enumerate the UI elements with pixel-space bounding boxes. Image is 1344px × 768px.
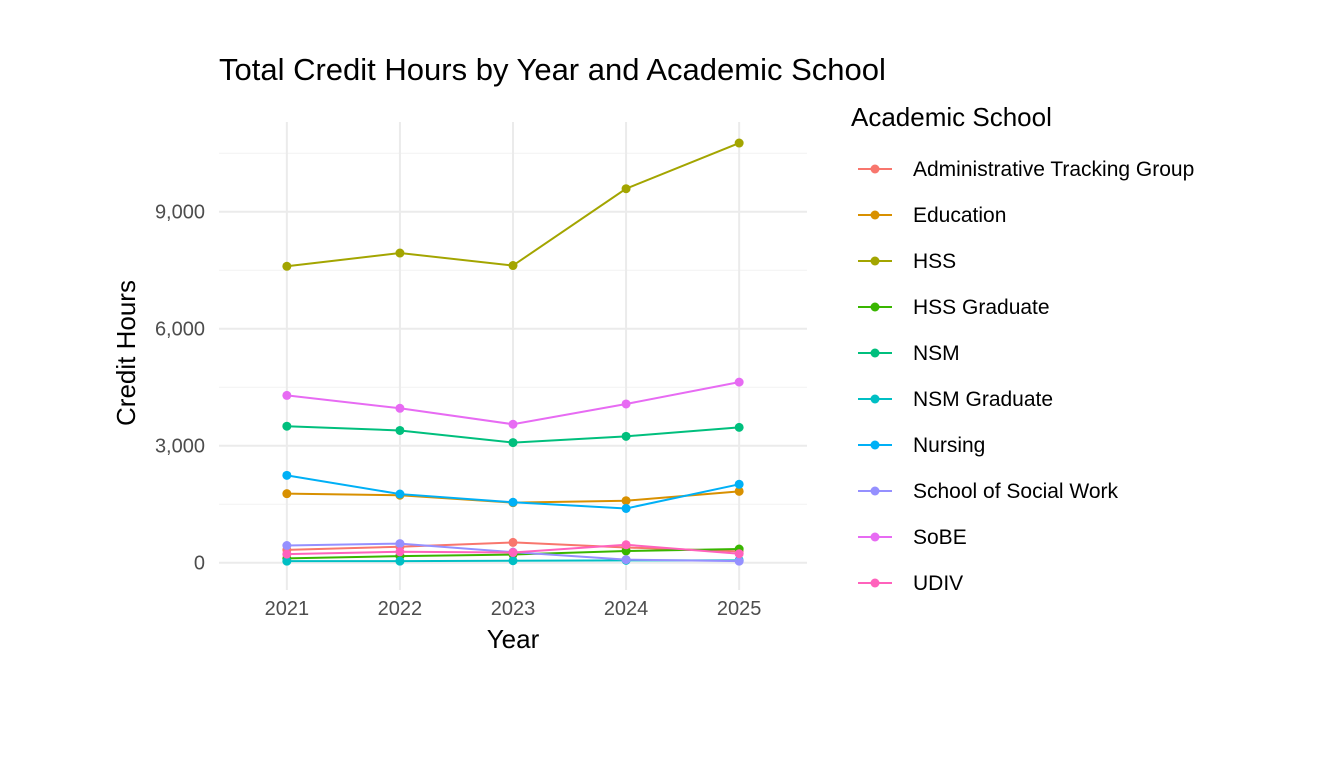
y-tick-label: 3,000 [155,436,205,458]
data-point [621,184,631,194]
x-tick-label: 2021 [265,598,310,620]
series [282,470,744,513]
data-point [282,470,292,480]
legend-label: NSM [913,342,960,365]
legend-label: HSS Graduate [913,296,1050,319]
y-axis: 0 3,000 6,000 9,000 [155,202,205,575]
data-point [621,399,631,409]
legend-item: UDIV [858,572,963,595]
data-point [395,547,405,557]
legend-item: SoBE [858,526,967,549]
legend-label: SoBE [913,526,967,549]
legend-key-point [870,256,880,266]
x-tick-label: 2024 [604,598,649,620]
data-point [395,489,405,499]
data-point [508,556,518,566]
legend-key-point [870,532,880,542]
legend-item: HSS [858,250,956,273]
legend-key-point [870,486,880,496]
data-point [508,548,518,558]
data-point [734,479,744,489]
series [282,540,744,559]
legend-key-point [870,302,880,312]
data-point [734,556,744,566]
legend-label: Administrative Tracking Group [913,158,1194,181]
data-point [621,431,631,441]
data-point [282,390,292,400]
legend-key-point [870,210,880,220]
data-point [621,540,631,550]
x-tick-label: 2023 [491,598,536,620]
series [282,138,744,271]
data-point [282,556,292,566]
data-point [508,419,518,429]
data-point [734,549,744,559]
data-point [508,261,518,271]
data-point [734,138,744,148]
data-point [734,422,744,432]
legend-items: Administrative Tracking Group Education HS… [858,158,1194,595]
data-point [621,555,631,565]
legend-label: UDIV [913,572,963,595]
x-axis: 2021 2022 2023 2024 2025 [265,598,762,620]
series-layer [282,138,744,566]
series [282,377,744,429]
data-point [282,489,292,499]
legend-key-point [870,164,880,174]
legend-item: Nursing [858,434,985,457]
legend-item: School of Social Work [858,480,1119,503]
legend-key-point [870,578,880,588]
chart-title: Total Credit Hours by Year and Academic … [219,52,886,87]
legend-label: School of Social Work [913,480,1119,503]
data-point [508,438,518,448]
grid-major [219,122,807,590]
legend: Academic School Administrative Tracking … [851,102,1194,595]
data-point [734,486,744,496]
data-point [621,546,631,556]
data-point [621,496,631,506]
legend-item: Administrative Tracking Group [858,158,1194,181]
legend-item: NSM Graduate [858,388,1053,411]
data-point [395,403,405,413]
x-axis-title: Year [487,624,540,654]
y-tick-label: 6,000 [155,319,205,341]
legend-label: Nursing [913,434,985,457]
data-point [395,556,405,566]
data-point [282,421,292,431]
data-point [282,541,292,551]
legend-key-point [870,348,880,358]
data-point [395,539,405,549]
y-axis-title: Credit Hours [111,280,141,426]
data-point [282,261,292,271]
legend-item: NSM [858,342,960,365]
legend-key-point [870,440,880,450]
legend-item: HSS Graduate [858,296,1050,319]
legend-title: Academic School [851,102,1052,132]
legend-label: NSM Graduate [913,388,1053,411]
x-tick-label: 2025 [717,598,762,620]
x-tick-label: 2022 [378,598,423,620]
data-point [395,248,405,258]
plot-panel [219,122,807,590]
legend-item: Education [858,204,1006,227]
data-point [621,503,631,513]
data-point [508,497,518,507]
series [282,421,744,448]
y-tick-label: 0 [194,553,205,575]
legend-label: Education [913,204,1006,227]
data-point [508,537,518,547]
data-point [734,377,744,387]
data-point [282,549,292,559]
data-point [395,425,405,435]
legend-label: HSS [913,250,956,273]
y-tick-label: 9,000 [155,202,205,224]
legend-key-point [870,394,880,404]
